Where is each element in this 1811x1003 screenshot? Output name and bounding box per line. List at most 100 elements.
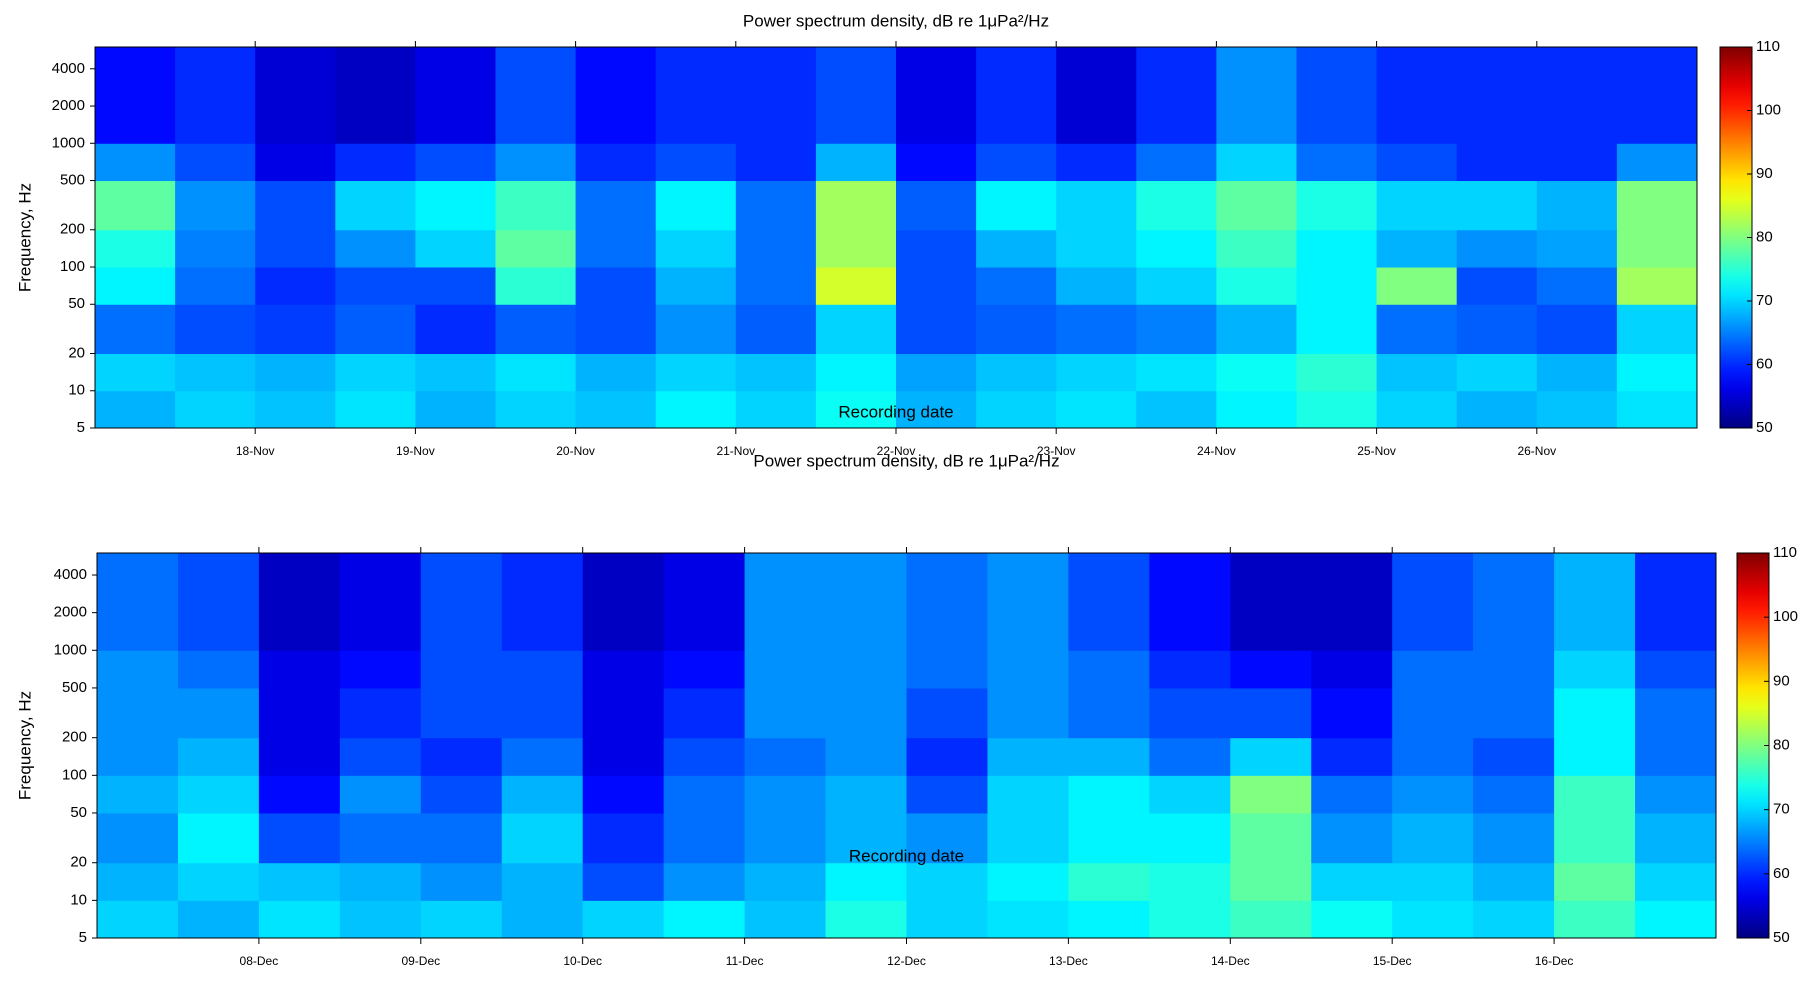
heatmap-cell: [495, 143, 577, 182]
heatmap-cell: [1456, 180, 1538, 231]
colorbar-tick-label: 60: [1773, 865, 1790, 882]
heatmap-cell: [339, 553, 422, 651]
heatmap-cell: [1136, 304, 1217, 355]
heatmap-cell: [825, 862, 907, 901]
heatmap-cell: [825, 553, 907, 651]
heatmap-cell: [255, 267, 336, 305]
heatmap-cell: [1456, 47, 1538, 144]
heatmap-cell: [1056, 229, 1137, 268]
heatmap-cell: [976, 229, 1057, 268]
heatmap-cell: [1068, 862, 1150, 901]
heatmap-cell: [1068, 650, 1150, 689]
heatmap-cell: [582, 687, 665, 739]
heatmap-cell: [896, 390, 977, 429]
x-tick-label: 20-Nov: [556, 444, 595, 458]
heatmap-cell: [501, 687, 584, 739]
heatmap-cell: [1473, 737, 1555, 776]
heatmap-cell: [255, 353, 336, 392]
y-tick-label: 4000: [54, 566, 87, 583]
heatmap-cell: [95, 353, 176, 392]
colorbar-tick-label: 60: [1756, 355, 1773, 372]
heatmap-cell: [1456, 353, 1538, 392]
heatmap-cell: [1635, 737, 1717, 776]
heatmap-cell: [1616, 47, 1698, 144]
heatmap-cell: [420, 775, 503, 814]
heatmap-cell: [97, 737, 179, 776]
heatmap-cell: [255, 304, 336, 355]
heatmap-cell: [1311, 650, 1393, 689]
heatmap-cell: [1473, 650, 1555, 689]
heatmap-cell: [415, 267, 496, 305]
heatmap-cell: [1456, 304, 1538, 355]
colorbar-tick-label: 80: [1756, 228, 1773, 245]
heatmap-cell: [1149, 737, 1231, 776]
heatmap-cell: [501, 553, 584, 651]
y-tick-label: 4000: [52, 60, 85, 77]
heatmap-cell: [1456, 143, 1538, 182]
y-tick-label: 500: [60, 172, 85, 189]
panel: Power spectrum density, dB re 1μPa²/Hz Re…: [15, 451, 1798, 968]
heatmap-cell: [582, 737, 665, 776]
heatmap-cell: [1056, 47, 1137, 144]
heatmap-cell: [1068, 553, 1150, 651]
heatmap-cell: [825, 900, 907, 939]
heatmap-cell: [97, 775, 179, 814]
heatmap-cell: [896, 304, 977, 355]
y-tick-label: 2000: [52, 97, 85, 114]
heatmap-cell: [1230, 553, 1312, 651]
heatmap-cell: [663, 737, 746, 776]
heatmap-cell: [1616, 390, 1698, 429]
x-axis-label: Recording date: [849, 846, 964, 865]
heatmap-cell: [258, 775, 341, 814]
heatmap-cell: [258, 650, 341, 689]
heatmap-cell: [1376, 267, 1458, 305]
heatmap-cell: [1216, 304, 1297, 355]
heatmap-cell: [1616, 180, 1698, 231]
heatmap-cell: [258, 812, 341, 864]
heatmap-cell: [1149, 687, 1231, 739]
heatmap-cell: [1311, 553, 1393, 651]
heatmap-cell: [1149, 862, 1231, 901]
heatmap-cell: [744, 687, 827, 739]
heatmap-cell: [175, 353, 256, 392]
heatmap-cell: [744, 650, 827, 689]
heatmap-cell: [1216, 180, 1297, 231]
heatmap-cell: [744, 812, 827, 864]
colorbar-tick-label: 100: [1773, 608, 1798, 625]
heatmap-cell: [575, 353, 657, 392]
heatmap-cell: [815, 353, 897, 392]
heatmap-cell: [258, 900, 341, 939]
heatmap-cell: [415, 353, 496, 392]
heatmap-cell: [335, 229, 416, 268]
heatmap-cell: [177, 812, 260, 864]
heatmap-cell: [335, 47, 416, 144]
heatmap-cell: [896, 267, 977, 305]
heatmap-cell: [1136, 47, 1217, 144]
heatmap-cell: [1536, 143, 1618, 182]
heatmap-cell: [177, 737, 260, 776]
y-tick-label: 1000: [54, 641, 87, 658]
heatmap-cell: [501, 812, 584, 864]
heatmap-cell: [1554, 687, 1636, 739]
heatmap-cell: [255, 143, 336, 182]
heatmap-cell: [987, 900, 1069, 939]
heatmap-cell: [1635, 650, 1717, 689]
heatmap-cell: [1536, 47, 1618, 144]
heatmap-cell: [744, 775, 827, 814]
heatmap-cell: [1311, 812, 1393, 864]
panel: Power spectrum density, dB re 1μPa²/Hz Re…: [15, 11, 1781, 458]
heatmap-cell: [1230, 775, 1312, 814]
heatmap-cell: [906, 775, 988, 814]
heatmap-cell: [987, 862, 1069, 901]
heatmap-cell: [663, 553, 746, 651]
heatmap-cell: [1392, 650, 1474, 689]
y-tick-label: 10: [68, 382, 85, 399]
heatmap-cell: [582, 553, 665, 651]
heatmap-cell: [825, 775, 907, 814]
heatmap-cell: [1616, 304, 1698, 355]
heatmap-cell: [335, 304, 416, 355]
colorbar: [1719, 46, 1753, 429]
heatmap-cell: [987, 812, 1069, 864]
heatmap-cell: [1554, 862, 1636, 901]
heatmap-cell: [1554, 812, 1636, 864]
